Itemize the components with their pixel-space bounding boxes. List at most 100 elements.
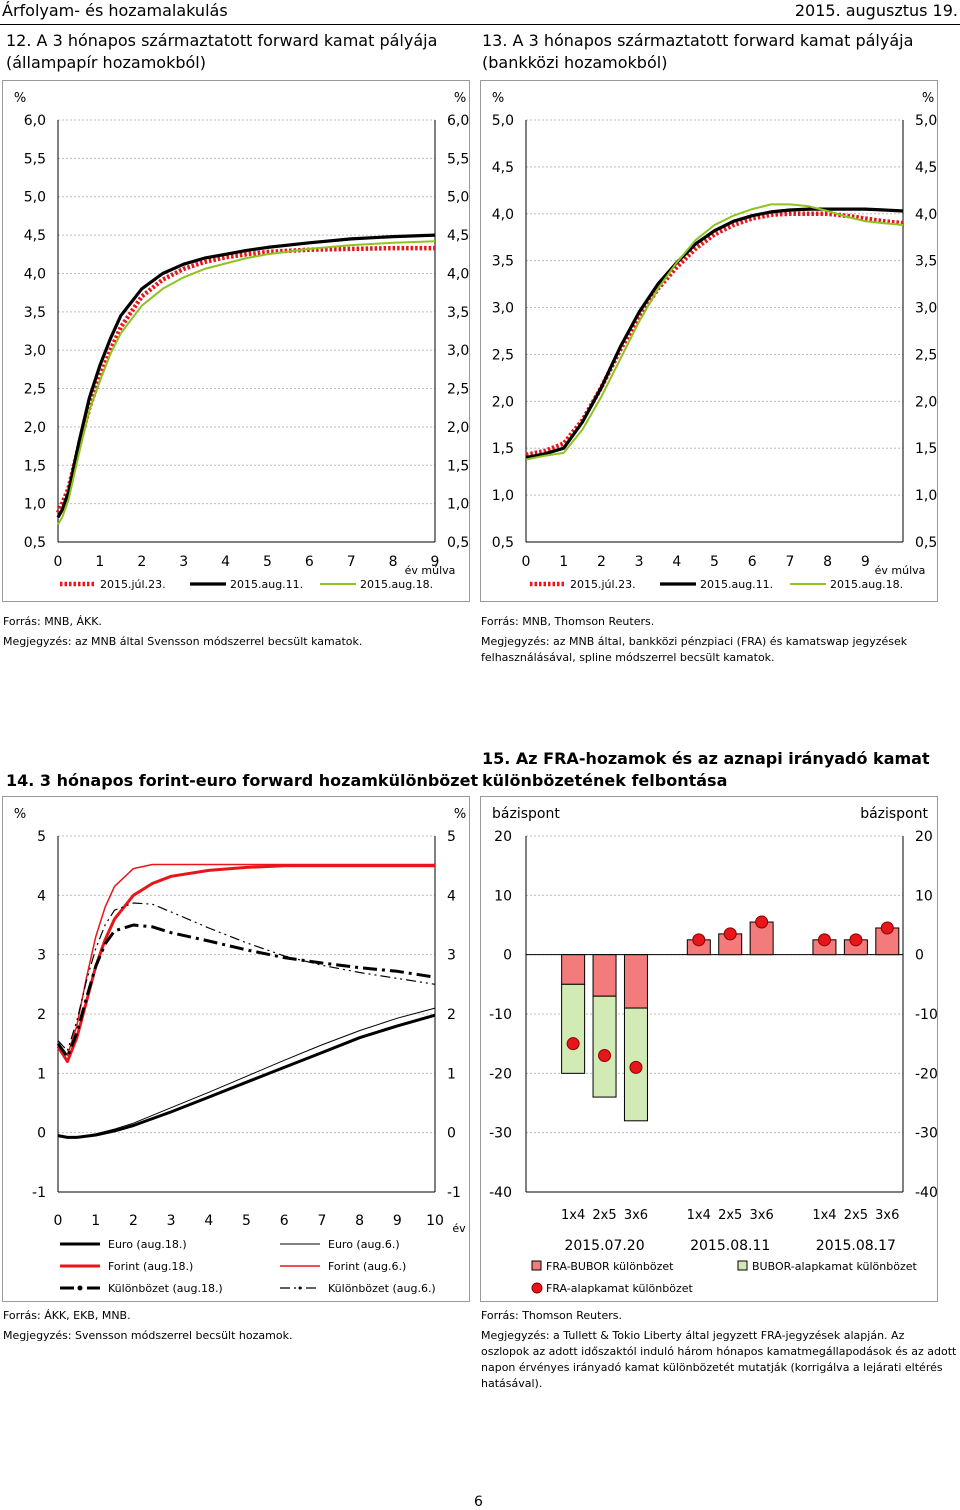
x-tick-label: 3x6 <box>875 1208 899 1223</box>
series-line-1 <box>55 245 435 514</box>
series-line-5 <box>56 923 436 1059</box>
legend-label: Különbözet (aug.18.) <box>108 1282 223 1295</box>
legend-label: BUBOR-alapkamat különbözet <box>752 1260 917 1273</box>
legend-swatch <box>737 1260 748 1271</box>
y-tick-label-right: 0 <box>447 1126 456 1142</box>
x-axis-title: év múlva <box>875 564 926 577</box>
y-axis-unit-right: % <box>922 91 934 106</box>
chart15-bar-chart: bázispont bázispont 20 20 10 10 0 0 -10 -10 -20 -20… <box>480 796 938 1302</box>
y-tick-label-left: -1 <box>32 1185 46 1201</box>
y-tick-label-left: 5,0 <box>24 190 46 206</box>
series-line-2 <box>525 207 904 460</box>
page-header-title: Árfolyam- és hozamalakulás <box>2 1 228 20</box>
chart12-title: 12. A 3 hónapos származtatott forward ka… <box>6 31 438 72</box>
chart13-line-chart: % % 5,0 5,0 4,5 4,5 4,0 4,0 3,5 3,5 3,0 3,0 2,5 2,5 2,… <box>480 80 938 602</box>
y-axis-unit-left: bázispont <box>492 806 560 822</box>
y-tick-label-right: 3 <box>447 948 456 964</box>
chart12-line-chart: % % 6,0 6,0 5,5 5,5 5,0 5,0 4,5 4,5 4,0 4,0 3,5 3,5 3,… <box>2 80 470 602</box>
y-tick-label-right: 3,0 <box>447 343 469 359</box>
x-tick-label: 9 <box>393 1213 402 1229</box>
y-tick-label-right: -20 <box>915 1066 938 1082</box>
x-tick-label: 1 <box>95 554 104 570</box>
header-rule <box>0 24 960 25</box>
x-axis-title: év múlva <box>405 564 456 577</box>
legend-label: 2015.aug.18. <box>830 578 903 591</box>
chart15-title: 15. Az FRA-hozamok és az aznapi irányadó… <box>482 749 930 790</box>
marker-fra-alapkamat <box>692 933 706 947</box>
y-tick-label-left: 1 <box>37 1066 46 1082</box>
y-tick-label-right: 4,5 <box>447 228 469 244</box>
x-tick-label: 1x4 <box>812 1208 836 1223</box>
x-tick-label: 5 <box>710 554 719 570</box>
y-tick-label-left: 1,5 <box>24 458 46 474</box>
y-tick-label-right: 1,0 <box>915 488 937 504</box>
y-tick-label-left: 4 <box>37 888 46 904</box>
legend-label: 2015.aug.11. <box>230 578 303 591</box>
y-tick-label-right: 1,5 <box>447 458 469 474</box>
y-tick-label-left: 1,0 <box>24 497 46 513</box>
y-tick-label-right: 3,5 <box>447 305 469 321</box>
y-tick-label-right: 0 <box>915 948 924 964</box>
y-tick-label-left: -30 <box>489 1126 512 1142</box>
y-tick-label-left: 1,5 <box>492 441 514 457</box>
y-tick-label-right: 3,0 <box>915 301 937 317</box>
x-tick-label: 10 <box>426 1213 444 1229</box>
y-axis-unit-left: % <box>14 807 26 822</box>
chart15-note-line2: oszlopok az adott időszaktól induló háro… <box>481 1345 957 1358</box>
chart14-note: Megjegyzés: Svensson módszerrel becsült … <box>3 1329 293 1342</box>
y-tick-label-left: 3,0 <box>24 343 46 359</box>
series-line-3 <box>525 203 904 461</box>
x-group-label: 2015.08.17 <box>816 1238 896 1254</box>
legend-label: 2015.aug.18. <box>360 578 433 591</box>
chart-frame <box>2 796 470 1302</box>
y-tick-label-left: 3,0 <box>492 301 514 317</box>
legend-label: FRA-BUBOR különbözet <box>546 1260 674 1273</box>
y-tick-label-left: 3 <box>37 948 46 964</box>
y-tick-label-right: 5,5 <box>447 151 469 167</box>
x-tick-label: 6 <box>280 1213 289 1229</box>
y-tick-label-left: 2,5 <box>24 382 46 398</box>
chart14-title: 14. 3 hónapos forint-euro forward hozamk… <box>6 771 479 790</box>
chart12-note: Megjegyzés: az MNB által Svensson módsze… <box>3 635 363 648</box>
x-axis-title: év <box>452 1222 466 1235</box>
y-tick-label-right: 4 <box>447 888 456 904</box>
y-tick-label-left: -10 <box>489 1007 512 1023</box>
x-tick-label: 1x4 <box>687 1208 711 1223</box>
chart13-note-line1: Megjegyzés: az MNB által, bankközi pénzp… <box>481 635 908 648</box>
y-tick-label-right: 3,5 <box>915 254 937 270</box>
legend-label: Forint (aug.18.) <box>108 1260 193 1273</box>
chart-frame <box>480 80 938 602</box>
y-tick-label-left: 2,0 <box>492 394 514 410</box>
chart15-source: Forrás: Thomson Reuters. <box>481 1309 622 1322</box>
legend-label: 2015.júl.23. <box>100 578 166 591</box>
x-group-label: 2015.07.20 <box>564 1238 644 1254</box>
x-tick-label: 2x5 <box>718 1208 742 1223</box>
y-tick-label-right: 20 <box>915 829 933 845</box>
chart12-source: Forrás: MNB, ÁKK. <box>3 615 102 628</box>
marker-fra-alapkamat <box>723 927 737 941</box>
marker-fra-alapkamat <box>817 933 831 947</box>
x-tick-label: 5 <box>242 1213 251 1229</box>
marker-fra-alapkamat <box>566 1037 580 1051</box>
series-line-2 <box>56 233 436 519</box>
x-tick-label: 3 <box>167 1213 176 1229</box>
y-tick-label-left: 5,0 <box>492 113 514 129</box>
legend-label: Különbözet (aug.6.) <box>328 1282 436 1295</box>
page-number: 6 <box>474 1494 483 1510</box>
chart13-notes: Forrás: MNB, Thomson Reuters. Megjegyzés… <box>481 614 907 666</box>
x-tick-label: 6 <box>305 554 314 570</box>
y-tick-label-left: 5,5 <box>24 151 46 167</box>
y-tick-label-left: 0,5 <box>24 535 46 551</box>
x-tick-label: 8 <box>355 1213 364 1229</box>
legend-label: Forint (aug.6.) <box>328 1260 406 1273</box>
x-tick-label: 2x5 <box>592 1208 616 1223</box>
y-tick-label-left: 2,0 <box>24 420 46 436</box>
x-tick-label: 4 <box>204 1213 213 1229</box>
y-axis-unit-right: % <box>454 807 466 822</box>
chart14-notes: Forrás: ÁKK, EKB, MNB. Megjegyzés: Svens… <box>3 1308 292 1344</box>
chart15-note-line4: hatásával). <box>481 1377 543 1390</box>
x-tick-label: 0 <box>54 554 63 570</box>
x-tick-label: 3x6 <box>750 1208 774 1223</box>
chart14-source: Forrás: ÁKK, EKB, MNB. <box>3 1309 131 1322</box>
bar-fra-bubor <box>623 954 648 1009</box>
